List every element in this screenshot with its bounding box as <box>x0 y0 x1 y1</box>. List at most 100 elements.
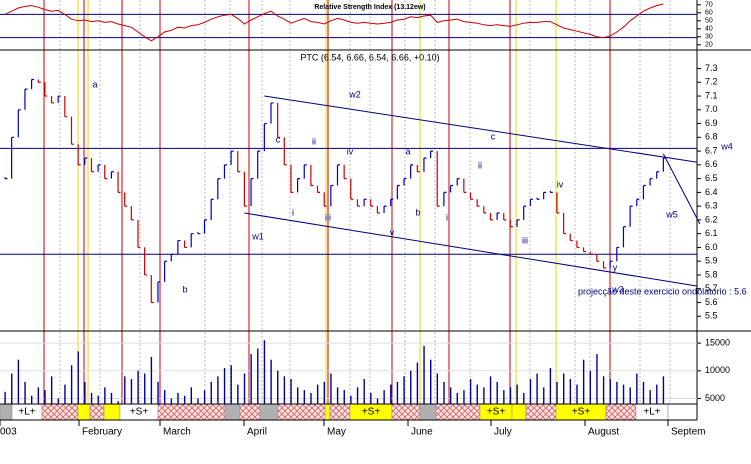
price-bar <box>70 116 74 145</box>
price-bar <box>124 192 128 207</box>
volume-bar <box>336 387 339 404</box>
volume-bar <box>629 387 631 404</box>
signal-segment <box>329 403 351 421</box>
volume-bar <box>170 398 173 404</box>
volume-bar <box>636 373 638 404</box>
signal-label: +S+ <box>572 407 591 418</box>
price-bar <box>144 247 148 276</box>
volume-bar <box>423 345 425 404</box>
month-label: February <box>82 427 122 438</box>
volume-bar <box>443 381 445 404</box>
volume-bar <box>217 376 219 404</box>
volume-bar <box>270 359 272 404</box>
volume-bar <box>416 362 419 404</box>
price-title: PTC (6.54, 6.66, 6.54, 6.66, +0.10) <box>300 52 439 62</box>
price-bar <box>130 206 134 221</box>
volume-bar <box>396 381 399 404</box>
y-tick-label: 6.7 <box>705 145 718 155</box>
volume-bar <box>263 340 266 404</box>
y-tick-label: 15000 <box>705 337 730 347</box>
volume-bar <box>582 359 585 404</box>
wave-label: w4 <box>720 141 733 151</box>
volume-bar <box>150 356 153 404</box>
price-bar <box>489 213 493 221</box>
signal-band: +L+ +S+ +S+ +S+ +S+ +L+ <box>0 403 698 421</box>
month-label: Septem <box>671 427 705 438</box>
signal-segment <box>103 403 121 421</box>
price-bar <box>656 171 660 179</box>
price-bar <box>396 184 400 200</box>
volume-bar <box>569 379 572 404</box>
y-tick-label: 20 <box>705 42 713 49</box>
wave-label: i <box>292 207 294 217</box>
volume-bar <box>283 376 286 404</box>
price-bar <box>223 164 227 179</box>
price-bar <box>636 198 640 207</box>
signal-label: +S+ <box>130 407 149 418</box>
price-bar <box>543 191 547 200</box>
signal-segment <box>89 403 105 421</box>
price-bar <box>323 192 327 207</box>
signal-segment <box>435 403 481 421</box>
volume-bar <box>4 391 6 404</box>
y-tick-label: 7.2 <box>705 77 718 87</box>
volume-bar <box>57 398 59 404</box>
volume-bar <box>376 398 379 404</box>
volume-bar <box>642 381 645 404</box>
volume-bar <box>297 387 299 404</box>
price-bar <box>183 240 188 249</box>
signal-segment <box>391 403 421 421</box>
volume-bar <box>110 392 113 404</box>
volume-bar <box>303 390 306 404</box>
price-bar <box>330 184 334 207</box>
volume-bar <box>237 384 239 404</box>
price-bar <box>277 102 281 138</box>
price-bar <box>516 219 520 227</box>
vertical-lines <box>43 0 671 404</box>
volume-bar <box>64 384 66 404</box>
y-tick-label: 6.3 <box>705 201 718 211</box>
volume-bar <box>37 387 40 404</box>
price-bar <box>4 177 8 180</box>
price-bar <box>177 239 181 255</box>
price-bar <box>37 79 41 83</box>
signal-segment <box>0 403 13 421</box>
volume-bar <box>177 392 179 404</box>
price-bar <box>303 164 307 179</box>
month-label: May <box>327 427 346 438</box>
price-bar <box>416 164 420 173</box>
price-bar <box>90 157 94 173</box>
volume-bar <box>483 387 485 404</box>
price-bar <box>64 96 68 118</box>
signal-segment <box>259 403 279 421</box>
wave-label: v <box>390 227 395 237</box>
volume-bar <box>97 395 99 404</box>
volume-bar <box>230 365 232 404</box>
volume-bar <box>596 354 598 404</box>
volume-bar <box>124 376 126 404</box>
volume-bar <box>90 392 93 404</box>
y-tick-label: 6.5 <box>705 173 718 183</box>
price-bar <box>243 171 247 207</box>
price-bar <box>50 96 55 104</box>
signal-segment <box>667 403 698 421</box>
price-bar <box>24 88 28 110</box>
volume-bar <box>70 365 73 404</box>
price-bar <box>430 150 434 158</box>
trend-line <box>264 95 697 163</box>
price-bar <box>230 150 234 165</box>
volume-bar <box>203 390 206 404</box>
volume-bar <box>509 387 512 404</box>
rsi-title: Relative Strength Index (13.12ew) <box>314 4 425 11</box>
price-bar <box>443 191 447 207</box>
wave-label: a <box>92 79 97 89</box>
price-bar <box>283 137 287 166</box>
price-bar <box>629 205 633 227</box>
signal-label: +L+ <box>18 407 35 418</box>
price-bar <box>569 233 573 242</box>
volume-bar <box>609 379 611 404</box>
volume-bar <box>31 395 33 404</box>
volume-bar <box>223 368 226 404</box>
price-bar <box>104 164 108 180</box>
price-bar <box>496 212 500 220</box>
